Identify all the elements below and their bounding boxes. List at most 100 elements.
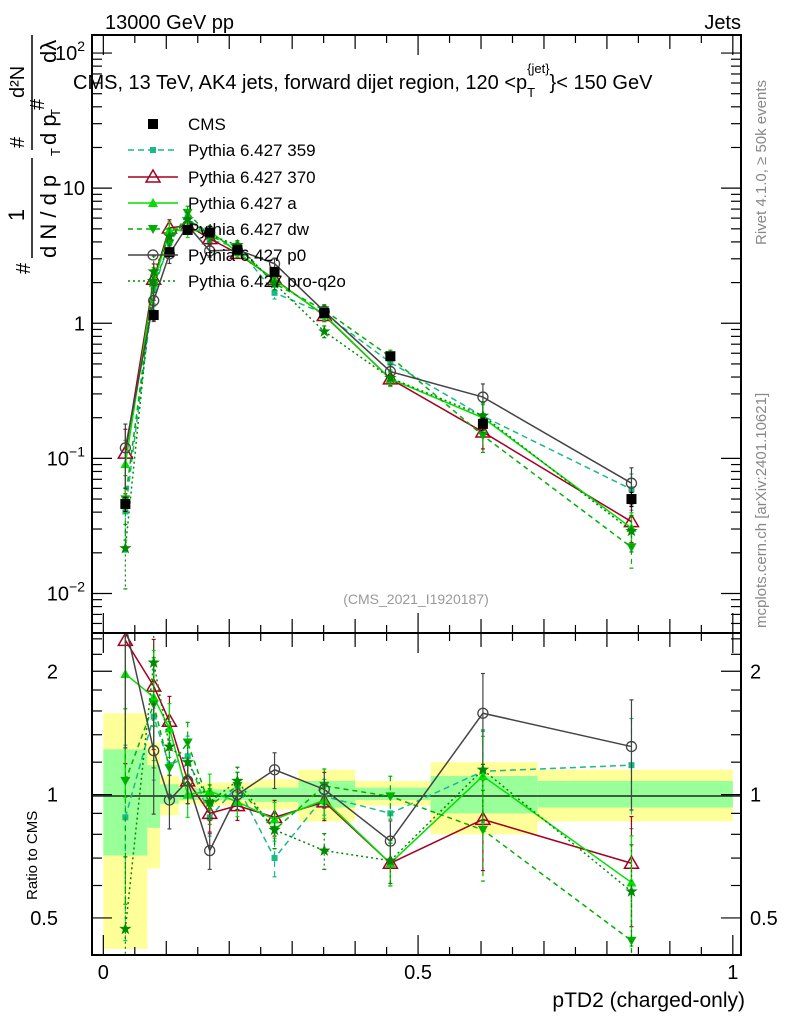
ratio-point [271, 855, 278, 862]
legend-label: Pythia 6.427 359 [188, 141, 316, 160]
data-point [268, 277, 281, 289]
legend-item: Pythia 6.427 p0 [128, 246, 306, 265]
ylabel-num2: d²N [7, 66, 29, 98]
data-point [476, 409, 490, 421]
ratio-point [384, 854, 397, 866]
x-axis-label: pTD2 (charged-only) [552, 989, 745, 1012]
y-tick-label: 10−1 [47, 443, 85, 470]
main-plot-marks [117, 205, 640, 590]
legend-marker [147, 249, 159, 261]
rivet-version-text: Rivet 4.1.0, ≥ 50k events [753, 80, 770, 245]
cms-data-point [269, 266, 280, 277]
y-axis-label: # 1 d N / d p T # d p T d²N dλ # [4, 35, 63, 274]
ratio-point [231, 788, 244, 801]
ratio-point [164, 764, 175, 774]
legend-marker [144, 168, 162, 183]
x-tick-label: 1 [727, 962, 738, 984]
ratio-point [204, 844, 216, 857]
ylabel-num1: 1 [4, 209, 29, 221]
cms-data-point [204, 227, 215, 238]
watermark: (CMS_2021_I1920187) [343, 591, 489, 607]
data-point [163, 229, 176, 242]
ratio-tick-label: 1 [47, 785, 58, 807]
data-point [147, 265, 160, 277]
legend-marker [146, 274, 160, 287]
legend: CMS Pythia 6.427 359 Pythia 6.427 370 Pythi… [128, 115, 346, 291]
ylabel-den1: d N / d p [36, 175, 61, 258]
data-point [477, 431, 488, 441]
x-tick-label: 0.5 [404, 962, 432, 984]
ratio-point [318, 844, 331, 856]
data-point [204, 245, 216, 257]
ylabel-den1-sub: T [48, 148, 63, 156]
ratio-point [163, 740, 176, 752]
x-tick-label: 0 [98, 962, 109, 984]
cms-data-point [319, 308, 330, 319]
axes: 102 10 1 10−1 10−2 2 2 1 1 0.5 0.5 0 0.5 1 [30, 35, 778, 984]
ylabel-den2: d p [36, 114, 61, 145]
ratio-point [626, 877, 637, 887]
legend-label: Pythia 6.427 dw [188, 220, 310, 239]
ratio-tick-label-right: 0.5 [750, 908, 778, 930]
ratio-point [120, 776, 131, 786]
ratio-point [318, 783, 330, 796]
ratio-point [476, 763, 490, 775]
legend-item: Pythia 6.427 pro-q2o [128, 272, 346, 291]
ylabel-den2-sub: T [48, 109, 63, 117]
data-point [231, 238, 244, 251]
ratio-point [268, 764, 281, 776]
data-point [271, 289, 278, 296]
chart-title: CMS, 13 TeV, AK4 jets, forward dijet reg… [73, 61, 653, 100]
series-line [124, 218, 632, 549]
ratio-point [182, 775, 194, 787]
header-right: Jets [704, 12, 741, 34]
legend-marker [148, 225, 158, 234]
cms-data-point [120, 498, 131, 509]
data-point [201, 230, 219, 245]
ratio-y-axis-label: Ratio to CMS [24, 811, 41, 900]
data-point [626, 543, 637, 553]
data-point [318, 325, 331, 337]
band-stat [537, 780, 733, 808]
mcplots-text: mcplots.cern.ch [arXiv:2401.10621] [753, 393, 770, 628]
ratio-point [477, 825, 488, 835]
ratio-point [181, 755, 194, 768]
ratio-tick-label-right: 1 [750, 785, 761, 807]
y-tick-label: 10−2 [47, 578, 85, 605]
data-point [625, 477, 638, 489]
y-tick-label: 102 [55, 38, 85, 65]
legend-item: Pythia 6.427 359 [128, 141, 316, 160]
cms-data-point [232, 244, 243, 255]
ratio-point [148, 745, 160, 757]
series-cms [120, 225, 637, 513]
legend-label: Pythia 6.427 p0 [188, 246, 306, 265]
ratio-point [477, 707, 489, 719]
data-point [625, 524, 638, 537]
data-point [148, 294, 160, 307]
ratio-frame [91, 632, 742, 956]
data-point [384, 371, 397, 384]
ylabel-den2b: dλ [36, 40, 61, 63]
ylabel-hash: # [13, 262, 35, 274]
cms-data-point [626, 494, 637, 505]
legend-item: Pythia 6.427 a [128, 194, 297, 213]
ylabel-hash2: # [7, 136, 29, 148]
legend-marker [150, 147, 156, 153]
header-left: 13000 GeV pp [105, 12, 234, 34]
ratio-point [120, 620, 130, 630]
data-point [181, 212, 194, 225]
band-stat [430, 776, 538, 814]
ratio-uncertainty-bands [103, 713, 733, 949]
ratio-series-pythia-6-427-370 [117, 633, 640, 928]
ratio-point [147, 656, 160, 668]
legend-label: CMS [188, 115, 226, 134]
legend-item-cms: CMS [148, 115, 226, 134]
legend-marker [148, 119, 158, 129]
cms-data-point [182, 225, 193, 236]
ylabel-hash3: # [27, 98, 49, 110]
cms-data-point [148, 310, 159, 321]
ratio-series-pythia-6-427-pro-q2o [119, 633, 638, 955]
cms-data-point [164, 247, 175, 258]
series-line [124, 211, 632, 548]
ratio-point [625, 740, 638, 753]
